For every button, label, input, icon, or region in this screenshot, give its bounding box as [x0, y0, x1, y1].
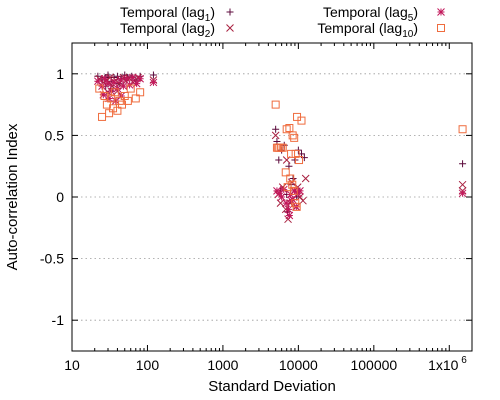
data-point — [271, 131, 280, 140]
data-point — [276, 199, 285, 208]
data-point — [284, 205, 293, 214]
x-tick-label: 100000 — [350, 357, 397, 373]
y-tick-label: -0.5 — [40, 251, 64, 267]
data-point — [104, 79, 112, 88]
data-point — [292, 202, 301, 211]
data-point — [98, 82, 106, 90]
data-point — [281, 168, 290, 177]
x-tick-label: 100 — [136, 357, 160, 373]
data-point — [286, 174, 295, 183]
data-point — [288, 180, 297, 189]
series-square — [95, 84, 467, 211]
data-point — [300, 154, 308, 162]
data-point — [111, 97, 120, 105]
legend-marker — [437, 8, 445, 16]
data-point — [282, 125, 291, 134]
data-point — [119, 82, 128, 90]
data-point — [290, 133, 299, 142]
data-point — [282, 199, 291, 208]
data-points — [93, 71, 467, 224]
data-point — [98, 112, 107, 121]
data-point — [100, 74, 109, 83]
data-point — [458, 180, 467, 189]
data-point — [122, 74, 131, 83]
data-point — [459, 160, 467, 168]
data-point — [110, 78, 118, 87]
y-tick-label: -1 — [52, 312, 65, 328]
legend-label: Temporal (lag1) — [120, 4, 215, 24]
data-point — [149, 78, 158, 87]
data-point — [131, 94, 140, 103]
data-point — [109, 104, 118, 113]
data-point — [136, 74, 144, 83]
axis-ticks: 1 0.5 0 -0.5 -1 10 100 1000 10000 100000 1x10 6 — [40, 43, 473, 373]
y-tick-label: 0 — [56, 189, 64, 205]
x-tick-label: 10 — [64, 357, 80, 373]
y-axis-title: Auto-correlation Index — [4, 123, 21, 270]
data-point — [128, 73, 137, 82]
x-axis-title: Standard Deviation — [208, 378, 336, 395]
data-point — [95, 84, 104, 93]
data-point — [136, 88, 145, 97]
data-point — [105, 94, 113, 103]
data-point — [296, 186, 304, 195]
data-point — [126, 84, 135, 93]
legend-item: Temporal (lag5) — [323, 4, 445, 24]
data-point — [110, 88, 119, 97]
legend-marker — [226, 8, 234, 16]
grid-lines — [72, 73, 472, 321]
y-tick-label: 1 — [56, 66, 64, 82]
legend-marker — [437, 24, 445, 32]
data-point — [275, 189, 284, 198]
data-point — [295, 156, 304, 165]
data-point — [458, 189, 467, 198]
x-tick-exponent: 6 — [461, 355, 467, 366]
legend-marker — [226, 24, 234, 32]
data-point — [278, 143, 287, 152]
data-point — [271, 100, 280, 109]
data-point — [123, 96, 132, 105]
data-point — [132, 79, 141, 88]
data-point — [458, 125, 467, 134]
data-point — [116, 76, 125, 84]
legend-label: Temporal (lag10) — [317, 20, 418, 40]
data-point — [289, 186, 298, 195]
data-point — [290, 186, 299, 195]
data-point — [93, 77, 102, 86]
legend-item: Temporal (lag10) — [317, 20, 445, 40]
data-point — [272, 125, 280, 133]
y-tick-label: 0.5 — [45, 127, 65, 143]
legend-label: Temporal (lag5) — [323, 4, 418, 24]
x-tick-label: 10000 — [279, 357, 318, 373]
x-tick-label: 1000 — [207, 357, 238, 373]
data-point — [149, 71, 157, 79]
x-tick-label: 1x10 — [428, 357, 459, 373]
data-point — [288, 131, 297, 140]
data-point — [287, 149, 296, 158]
legend-item: Temporal (lag1) — [120, 4, 234, 24]
data-point — [277, 193, 286, 201]
legend-label: Temporal (lag2) — [120, 20, 215, 40]
legend: Temporal (lag1)Temporal (lag2) Temporal (… — [120, 4, 445, 40]
data-point — [275, 156, 283, 164]
data-point — [99, 90, 108, 99]
legend-item: Temporal (lag2) — [120, 20, 234, 40]
data-point — [297, 116, 306, 125]
data-point — [301, 174, 310, 183]
data-point — [285, 211, 294, 220]
data-point — [113, 106, 122, 115]
